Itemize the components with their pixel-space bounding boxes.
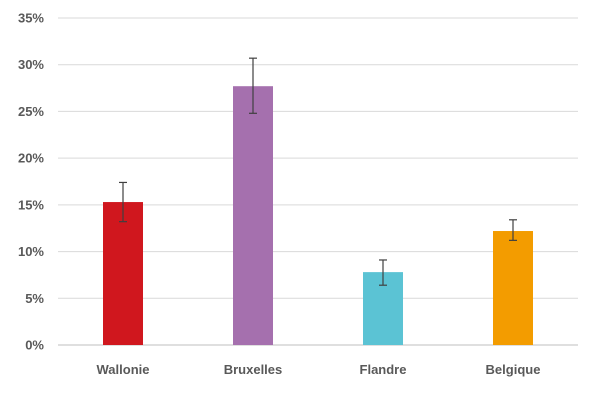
gridlines xyxy=(58,17,578,346)
y-tick-label: 25% xyxy=(18,104,44,119)
error-bar-flandre xyxy=(379,259,387,286)
bars xyxy=(103,86,533,346)
error-bar-wallonie xyxy=(119,181,127,223)
error-bar-bruxelles xyxy=(249,57,257,114)
y-tick-label: 35% xyxy=(18,11,44,26)
category-label-bruxelles: Bruxelles xyxy=(224,362,283,377)
y-axis-tick-labels: 0% 5% 10% 15% 20% 25% 30% 35% xyxy=(18,11,44,353)
y-tick-label: 15% xyxy=(18,197,44,212)
y-tick-label: 5% xyxy=(25,291,44,306)
category-label-belgique: Belgique xyxy=(486,362,541,377)
bar-belgique xyxy=(493,231,533,345)
x-axis-category-labels: Wallonie Bruxelles Flandre Belgique xyxy=(97,362,541,377)
y-tick-label: 10% xyxy=(18,244,44,259)
category-label-flandre: Flandre xyxy=(360,362,407,377)
category-label-wallonie: Wallonie xyxy=(97,362,150,377)
y-tick-label: 30% xyxy=(18,57,44,72)
error-bar-belgique xyxy=(509,219,517,241)
error-bars xyxy=(119,57,517,286)
y-tick-label: 0% xyxy=(25,338,44,353)
y-tick-label: 20% xyxy=(18,151,44,166)
bar-bruxelles xyxy=(233,86,273,346)
bar-wallonie xyxy=(103,202,143,345)
